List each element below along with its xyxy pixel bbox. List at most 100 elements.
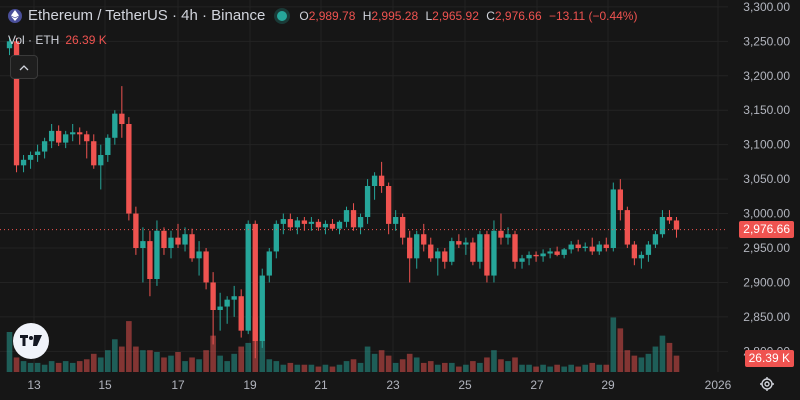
volume-bar: [168, 355, 174, 372]
volume-bar: [420, 362, 427, 372]
time-tick-label: 25: [458, 378, 472, 392]
candle: [519, 254, 525, 269]
candle: [442, 248, 448, 269]
candle: [414, 230, 420, 269]
candle-body: [273, 223, 279, 252]
candle: [48, 124, 55, 149]
volume-bar: [104, 350, 111, 372]
gear-icon[interactable]: [758, 375, 776, 393]
candle: [533, 251, 539, 262]
volume-bar: [189, 357, 195, 372]
open-value: 2,989.78: [308, 8, 356, 23]
candle-body: [491, 230, 497, 276]
market-status-dot-icon: [277, 10, 288, 21]
volume-bar: [83, 359, 90, 372]
volume-bar: [540, 364, 546, 372]
candle: [617, 179, 623, 221]
volume-bar: [378, 350, 385, 372]
symbol-title[interactable]: Ethereum / TetherUS · 4h · Binance: [28, 7, 266, 24]
volume-bar: [343, 361, 350, 372]
current-volume-label: 26.39 K: [744, 350, 794, 367]
candle-body: [673, 220, 680, 230]
volume-bar: [589, 362, 596, 372]
candle-body: [13, 41, 20, 166]
candle: [652, 230, 659, 248]
time-axis[interactable]: 13 15 17 19 21 23 25 27 29 2026: [27, 378, 731, 392]
candle: [168, 230, 174, 259]
current-price-label: 2,976.66: [739, 221, 794, 239]
candle: [505, 227, 511, 245]
candle: [147, 230, 153, 297]
candle-body: [238, 296, 244, 331]
candle-body: [126, 124, 132, 214]
candle-body: [519, 258, 525, 262]
candle: [491, 220, 497, 283]
collapse-legend-button[interactable]: [10, 55, 38, 79]
price-tick-label: 3,200.00: [743, 69, 790, 83]
candle: [336, 220, 343, 235]
volume-bar: [196, 359, 202, 372]
volume-bar: [224, 361, 230, 372]
candle-body: [610, 189, 616, 248]
volume-bar: [498, 359, 504, 372]
chart-grid: [0, 0, 728, 372]
candle-body: [245, 223, 251, 331]
candle-body: [315, 221, 322, 228]
volume-bar: [456, 366, 462, 372]
volume-bar: [140, 350, 146, 372]
candle: [203, 248, 209, 290]
candle: [673, 217, 680, 238]
candle-body: [526, 254, 532, 259]
volume-bar: [147, 350, 153, 372]
candle-body: [70, 132, 76, 135]
volume-bar: [350, 359, 357, 372]
ethereum-icon[interactable]: [8, 8, 22, 23]
candle-body: [561, 249, 567, 255]
candle: [603, 237, 609, 252]
candle: [154, 220, 160, 286]
time-tick-label: 17: [171, 378, 185, 392]
close-label: C: [486, 8, 495, 23]
candle: [659, 210, 666, 238]
tradingview-logo-icon[interactable]: [13, 323, 49, 359]
price-axis[interactable]: 3,300.00 3,250.00 3,200.00 3,150.00 3,100.00…: [743, 0, 790, 358]
candle-body: [407, 237, 413, 259]
volume-bar: [315, 366, 322, 372]
candle: [161, 227, 167, 255]
candle-body: [575, 244, 581, 248]
volume-bar: [336, 364, 343, 372]
price-tick-label: 2,950.00: [743, 241, 790, 255]
candle: [526, 251, 532, 266]
volume-bar: [34, 362, 41, 372]
price-tick-label: 2,900.00: [743, 275, 790, 289]
volume-bar: [259, 339, 266, 372]
candle: [392, 210, 399, 231]
candle: [27, 151, 34, 169]
time-tick-label: 29: [601, 378, 615, 392]
candle: [196, 241, 202, 276]
candle: [105, 134, 111, 162]
volume-bar: [357, 362, 364, 372]
volume-bar: [13, 357, 20, 372]
candle-body: [498, 230, 504, 238]
volume-bar: [533, 366, 539, 372]
candles: [6, 37, 680, 359]
candle: [484, 230, 490, 283]
candle: [6, 37, 13, 56]
volume-bar: [399, 359, 406, 372]
candle-body: [378, 175, 385, 186]
candle-body: [210, 282, 216, 310]
chevron-up-icon: [19, 58, 29, 76]
candle: [554, 246, 560, 257]
candle: [477, 230, 483, 269]
volume-bar: [554, 364, 560, 372]
candle-body: [168, 237, 174, 248]
volume-bar: [652, 346, 659, 372]
candle-body: [161, 230, 167, 248]
candle-body: [350, 210, 357, 228]
volume-bar: [217, 355, 223, 372]
volume-label[interactable]: Vol · ETH: [8, 33, 60, 47]
volume-bar: [210, 335, 216, 372]
candle: [547, 248, 553, 259]
